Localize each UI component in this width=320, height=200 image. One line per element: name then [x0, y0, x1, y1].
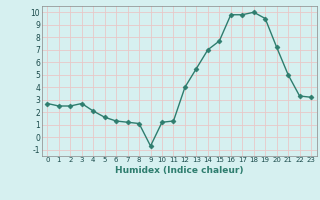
X-axis label: Humidex (Indice chaleur): Humidex (Indice chaleur) [115, 166, 244, 175]
